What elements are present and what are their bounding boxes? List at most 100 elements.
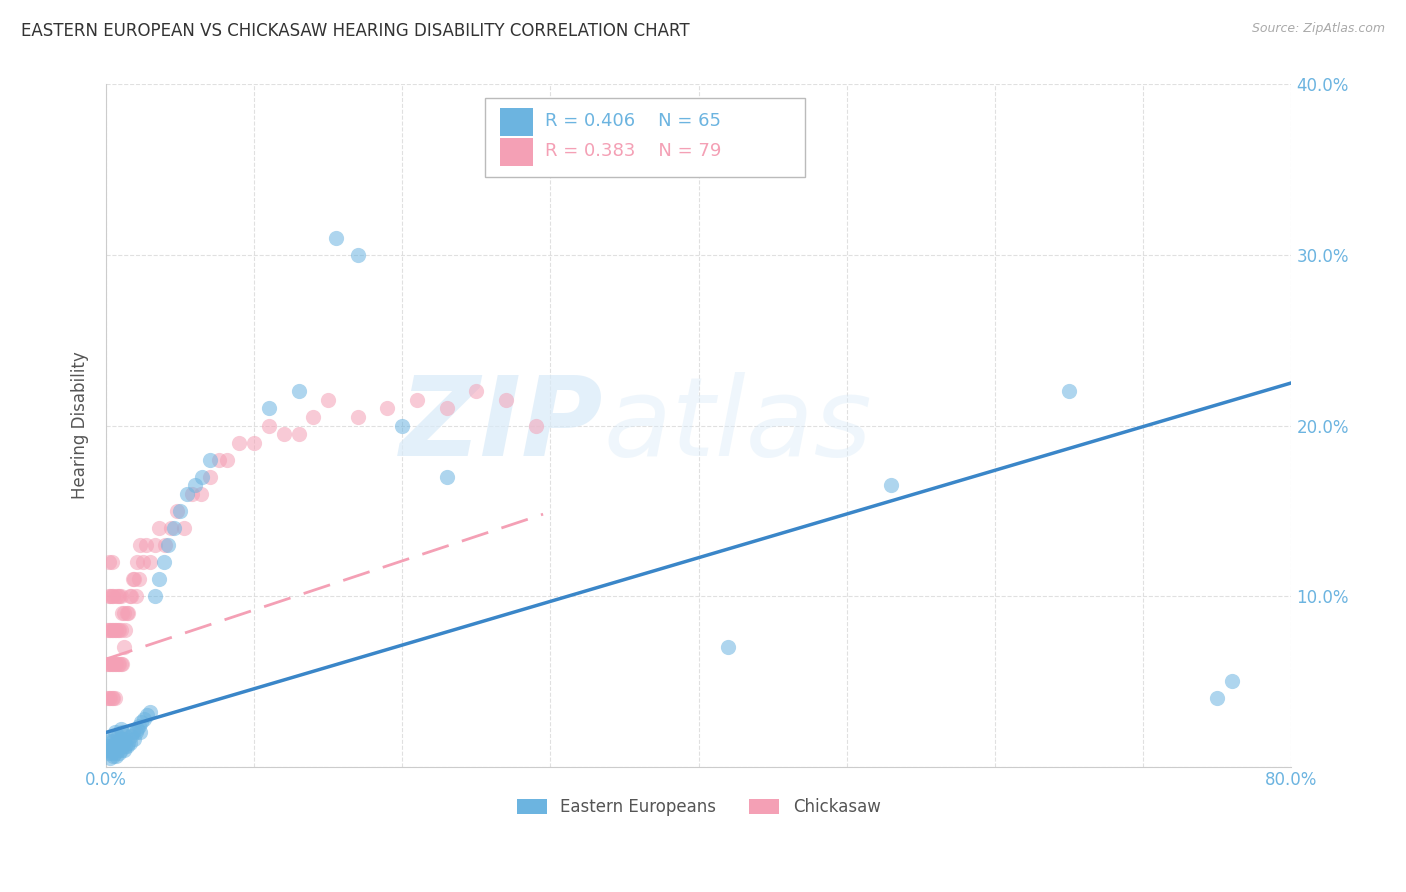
Point [148,521,170,535]
Point [217,452,239,467]
Y-axis label: Hearing Disability: Hearing Disability [72,351,89,500]
Point [107,657,129,672]
Point [134,712,156,726]
Point [98,734,121,748]
Point [121,572,143,586]
Point [198,469,221,483]
Point [110,589,132,603]
Point [103,734,125,748]
Point [110,623,132,637]
Point [111,725,134,739]
Legend: Eastern Europeans, Chickasaw: Eastern Europeans, Chickasaw [510,792,887,823]
Point [257,418,280,433]
Point [118,736,141,750]
Point [108,623,131,637]
Point [117,736,139,750]
Point [1206,691,1229,706]
Point [163,521,186,535]
Point [112,606,135,620]
Point [98,623,121,637]
Point [103,589,125,603]
Point [465,384,488,399]
Point [97,623,120,637]
Point [111,657,134,672]
Point [347,248,370,262]
Point [316,392,339,407]
Point [302,409,325,424]
Point [717,640,740,655]
Point [112,732,135,747]
Point [287,384,309,399]
Point [139,705,162,719]
Point [112,640,135,655]
Point [114,623,136,637]
Point [128,572,150,586]
Point [98,742,121,756]
Point [143,538,166,552]
Point [101,623,124,637]
Point [117,606,139,620]
Point [122,572,145,586]
Point [524,418,547,433]
Point [111,739,134,753]
Point [108,589,131,603]
Point [495,392,517,407]
Point [436,469,458,483]
Point [128,718,150,732]
Point [139,555,162,569]
Point [190,486,212,500]
Point [273,427,295,442]
Point [111,606,134,620]
Point [406,392,429,407]
Bar [499,108,533,136]
Point [131,715,153,730]
Point [391,418,413,433]
Point [184,478,207,492]
Point [98,589,121,603]
Point [136,708,159,723]
Text: atlas: atlas [603,372,873,479]
Point [114,739,136,753]
Point [107,742,129,756]
Point [101,739,124,753]
Text: R = 0.383    N = 79: R = 0.383 N = 79 [544,143,721,161]
Point [101,657,124,672]
Point [108,736,131,750]
Point [96,691,118,706]
Point [325,231,347,245]
Point [104,691,127,706]
Point [97,555,120,569]
Point [110,657,132,672]
Point [105,749,128,764]
Point [105,623,128,637]
Point [148,572,170,586]
Point [103,742,125,756]
Point [125,722,148,736]
Point [101,746,124,760]
Point [103,691,125,706]
Point [105,739,128,753]
Text: R = 0.406    N = 65: R = 0.406 N = 65 [544,112,720,129]
Point [436,401,458,416]
Point [135,538,157,552]
Point [98,691,121,706]
Point [114,729,136,743]
Point [110,722,132,736]
Point [101,555,124,569]
Point [120,589,142,603]
Point [880,478,903,492]
Point [104,623,127,637]
Point [110,742,132,756]
Bar [499,138,533,166]
Point [107,589,129,603]
Point [198,452,221,467]
Point [129,725,152,739]
Point [207,452,229,467]
Text: ZIP: ZIP [401,372,603,479]
Point [98,751,121,765]
Point [96,657,118,672]
Point [347,409,370,424]
Point [152,555,174,569]
Text: EASTERN EUROPEAN VS CHICKASAW HEARING DISABILITY CORRELATION CHART: EASTERN EUROPEAN VS CHICKASAW HEARING DI… [21,22,690,40]
Point [115,606,138,620]
